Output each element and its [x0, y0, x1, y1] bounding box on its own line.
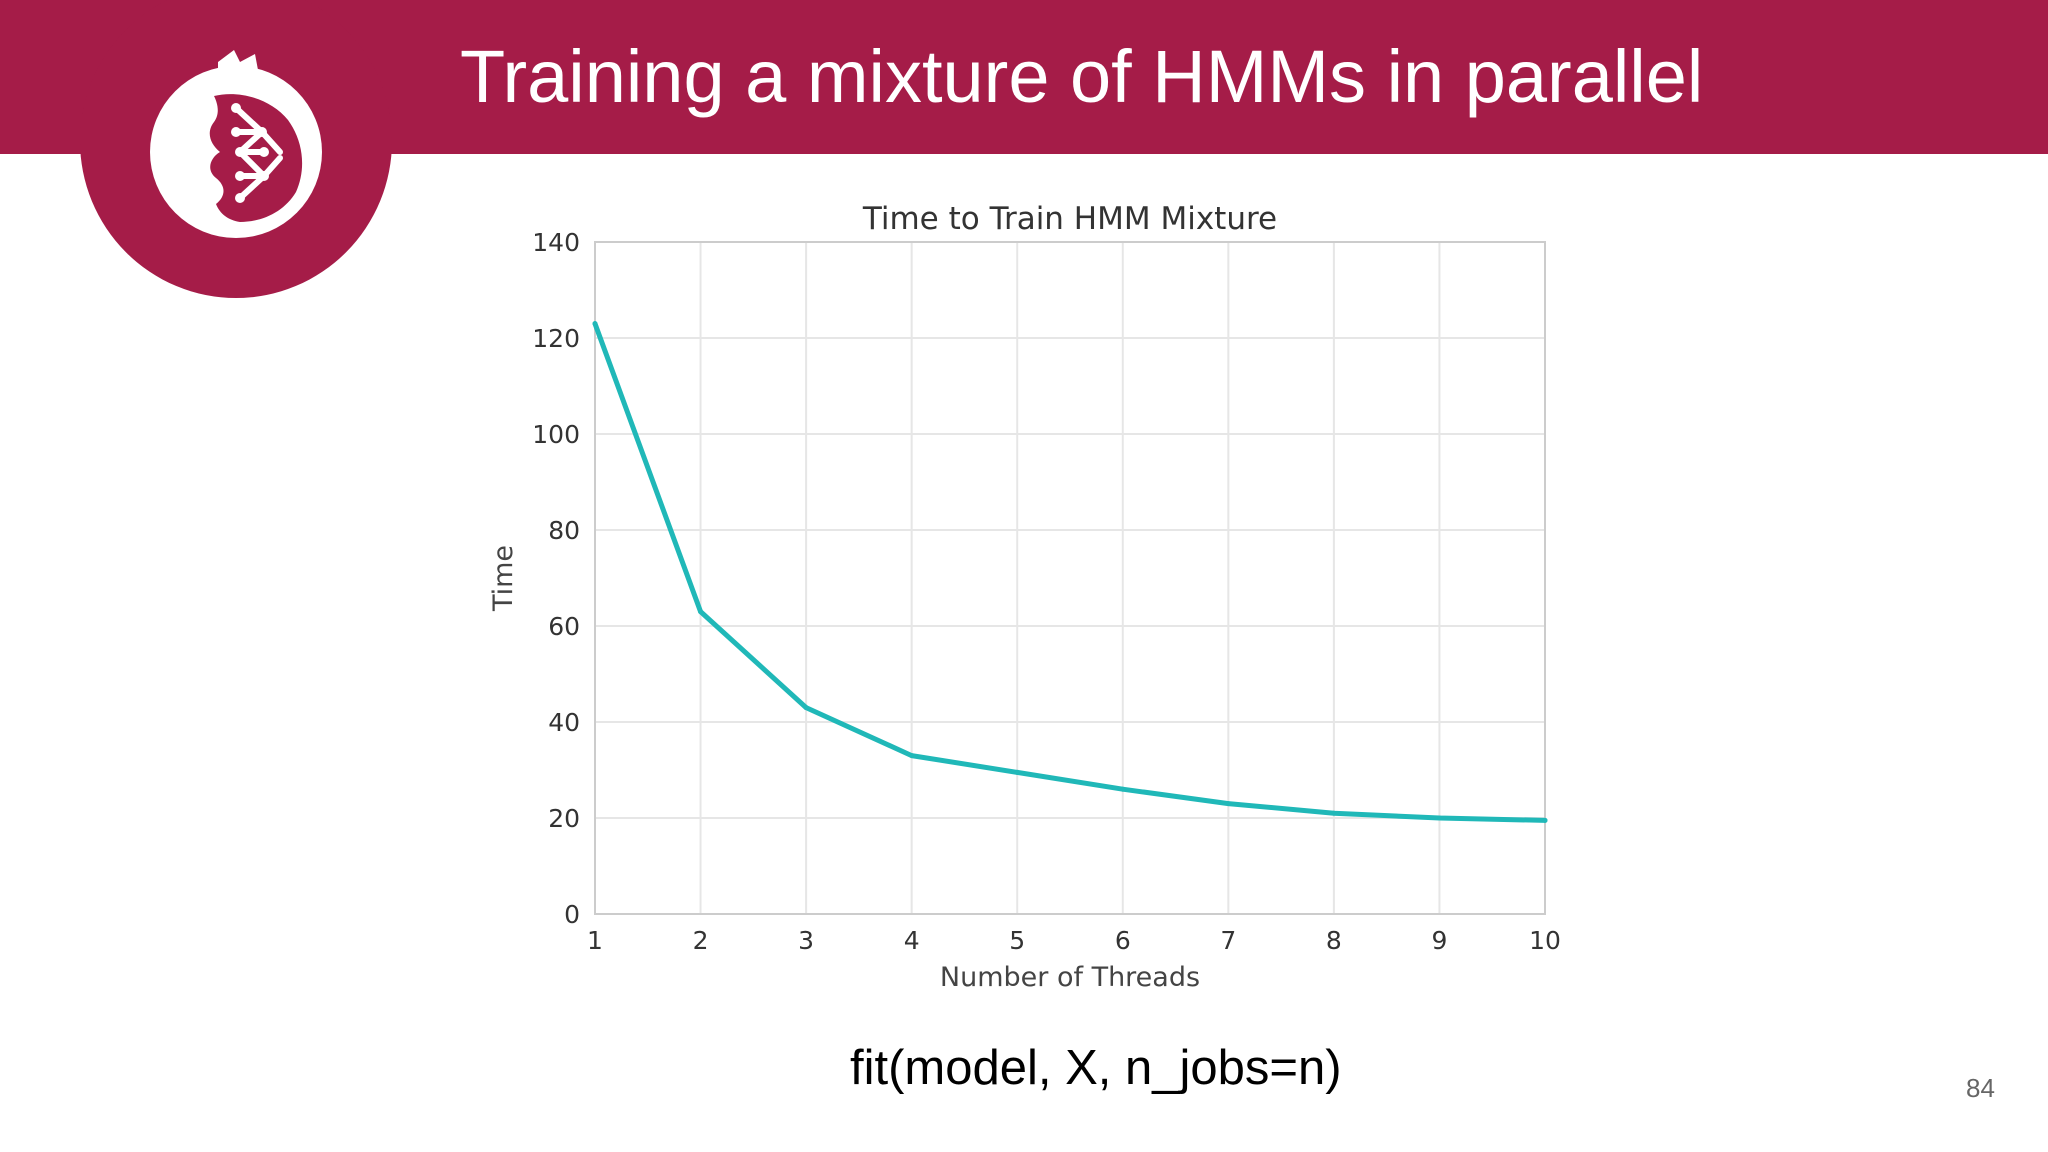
x-tick-label: 7: [1220, 926, 1236, 955]
y-tick-labels: 0 20 40 60 80 100 120 140: [532, 228, 580, 929]
data-point: [909, 753, 915, 759]
y-tick-label: 80: [548, 516, 580, 545]
y-tick-label: 100: [532, 420, 580, 449]
y-axis-label: Time: [488, 545, 519, 612]
x-tick-label: 1: [587, 926, 603, 955]
x-tick-label: 5: [1009, 926, 1025, 955]
data-point: [803, 705, 809, 711]
plot-area-frame: [594, 241, 1546, 915]
x-tick-label: 3: [798, 926, 814, 955]
y-tick-label: 140: [532, 228, 580, 257]
page-number: 84: [1966, 1073, 1995, 1103]
y-tick-label: 60: [548, 612, 580, 641]
chart-grid: [594, 241, 1546, 915]
y-tick-label: 0: [564, 900, 580, 929]
logo-network-icon: [231, 103, 283, 203]
x-tick-label: 9: [1431, 926, 1447, 955]
y-tick-label: 20: [548, 804, 580, 833]
x-tick-labels: 1 2 3 4 5 6 7 8 9 10: [587, 926, 1561, 955]
data-point: [1331, 810, 1337, 816]
y-tick-label: 120: [532, 324, 580, 353]
x-tick-label: 10: [1529, 926, 1561, 955]
data-point: [1120, 786, 1126, 792]
y-tick-label: 40: [548, 708, 580, 737]
x-tick-label: 6: [1115, 926, 1131, 955]
x-axis-label: Number of Threads: [940, 962, 1200, 993]
data-point: [1014, 769, 1020, 775]
x-tick-label: 2: [693, 926, 709, 955]
series-line: [592, 321, 1548, 823]
slide-title: Training a mixture of HMMs in parallel: [460, 35, 1704, 118]
data-point: [1225, 801, 1231, 807]
data-point: [592, 321, 598, 327]
code-caption: fit(model, X, n_jobs=n): [850, 1041, 1342, 1095]
x-tick-label: 8: [1326, 926, 1342, 955]
chart-series: [592, 321, 1548, 823]
data-point: [1542, 817, 1548, 823]
data-point: [1436, 815, 1442, 821]
chart-title: Time to Train HMM Mixture: [862, 201, 1277, 237]
x-tick-label: 4: [904, 926, 920, 955]
data-point: [698, 609, 704, 615]
